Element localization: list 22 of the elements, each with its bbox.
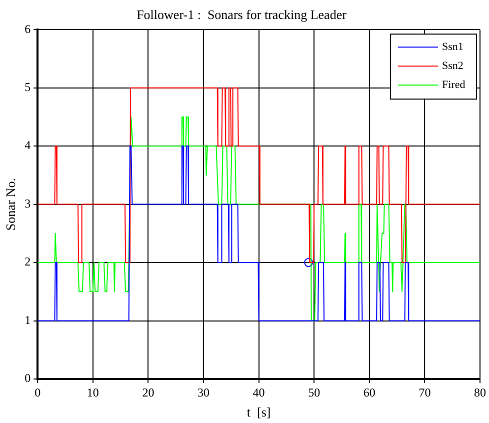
- x-tick-label: 20: [142, 385, 154, 400]
- x-tick-label: 0: [34, 385, 41, 400]
- x-tick-label: 50: [308, 385, 320, 400]
- y-tick-label: 0: [24, 371, 31, 386]
- legend-label: Ssn2: [442, 60, 464, 72]
- y-axis-title: Sonar No.: [3, 178, 18, 231]
- x-tick-label: 40: [252, 385, 265, 400]
- x-tick-label: 80: [474, 385, 486, 400]
- y-tick-label: 6: [24, 22, 31, 36]
- y-tick-label: 3: [24, 196, 31, 210]
- chart-title: Follower-1 : Sonars for tracking Leader: [136, 7, 348, 22]
- x-tick-label: 30: [198, 385, 210, 400]
- y-tick-label: 4: [24, 138, 31, 152]
- y-tick-label: 2: [24, 254, 31, 269]
- x-tick-label: 60: [363, 385, 376, 400]
- y-tick-label: 1: [24, 312, 31, 327]
- x-axis-title: t [s]: [246, 404, 271, 420]
- y-tick-label: 5: [24, 80, 31, 94]
- x-tick-label: 70: [418, 385, 431, 400]
- legend-label: Fired: [442, 78, 466, 91]
- legend-label: Ssn1: [442, 40, 464, 53]
- x-tick-label: 10: [86, 385, 99, 400]
